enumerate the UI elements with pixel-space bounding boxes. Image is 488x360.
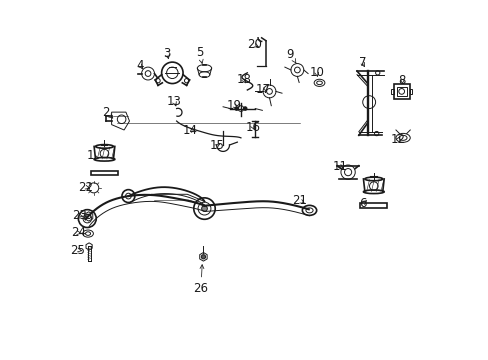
Bar	[396, 87, 406, 96]
Bar	[91, 171, 118, 175]
Text: 16: 16	[245, 121, 260, 134]
Text: 18: 18	[236, 73, 251, 86]
Text: 21: 21	[292, 194, 307, 207]
Bar	[393, 84, 408, 99]
Text: 4: 4	[136, 59, 143, 72]
Bar	[408, 89, 411, 94]
Text: 6: 6	[359, 197, 366, 210]
Text: 2: 2	[102, 105, 113, 119]
Text: 7: 7	[358, 55, 366, 69]
Text: 1: 1	[87, 149, 98, 162]
Text: 14: 14	[183, 124, 197, 137]
Bar	[360, 203, 386, 207]
Circle shape	[243, 107, 246, 111]
Text: 19: 19	[226, 99, 242, 112]
Text: 12: 12	[390, 134, 405, 147]
Text: 13: 13	[166, 95, 181, 108]
Text: 22: 22	[78, 181, 93, 194]
Circle shape	[201, 255, 205, 259]
Text: 24: 24	[71, 226, 86, 239]
Text: 25: 25	[70, 243, 85, 257]
Text: 9: 9	[286, 48, 296, 63]
Text: 23: 23	[72, 209, 87, 222]
Text: 11: 11	[332, 160, 347, 173]
Text: 20: 20	[246, 39, 262, 51]
Bar	[390, 89, 393, 94]
Text: 8: 8	[398, 74, 405, 87]
Circle shape	[201, 206, 207, 211]
Text: 10: 10	[308, 66, 324, 78]
Circle shape	[234, 107, 238, 111]
Text: 26: 26	[193, 265, 208, 296]
Text: 5: 5	[195, 46, 203, 63]
Text: 3: 3	[163, 47, 170, 60]
Text: 17: 17	[255, 84, 270, 96]
Text: 15: 15	[209, 139, 224, 152]
